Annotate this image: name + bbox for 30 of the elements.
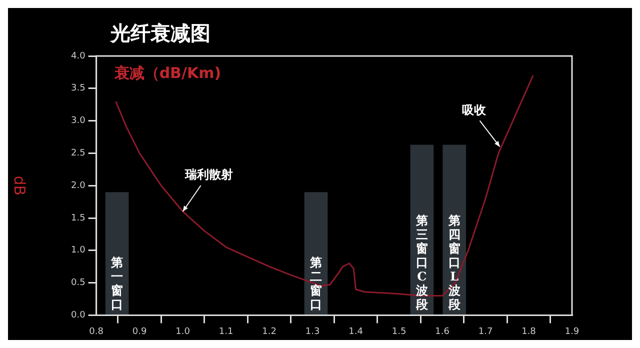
series-label: 衰减（dB/Km) [113, 64, 222, 82]
data-label: 第三窗口 C波段 [414, 213, 429, 312]
x-tick-label: 1.1 [218, 326, 234, 337]
y-tick-label: 2.0 [70, 180, 86, 191]
data-label: 第一窗口 [110, 255, 124, 312]
y-tick-label: 1.0 [70, 246, 86, 256]
annotation: 吸收 [462, 102, 487, 117]
annotation: 瑞利散射 [184, 168, 233, 182]
y-tick-label: 3.0 [70, 116, 86, 126]
data-label: 第二窗口 [308, 255, 322, 312]
x-tick-label: 1.8 [522, 326, 536, 337]
x-tick-label: 0.8 [89, 326, 104, 337]
y-tick-label: 1.5 [70, 213, 86, 224]
y-tick-label: 2.5 [70, 148, 86, 159]
x-tick-label: 1.2 [262, 326, 276, 337]
y-tick-label: 3.5 [70, 84, 86, 94]
x-tick-label: 1.5 [392, 326, 406, 337]
y-tick-label: 4.0 [70, 51, 86, 62]
x-tick-label: 1.4 [348, 326, 364, 337]
x-tick-label: 1.9 [564, 326, 580, 337]
x-tick-label: 1.7 [478, 326, 493, 337]
x-tick-label: 1.6 [435, 326, 450, 337]
chart-title: 光纤衰减图 [109, 21, 210, 45]
y-tick-label: 0.5 [70, 278, 86, 288]
y-axis-title: dB [10, 176, 28, 196]
x-tick-label: 1.0 [176, 326, 190, 337]
y-tick-label: 0.0 [70, 310, 86, 321]
x-tick-label: 0.9 [132, 326, 147, 337]
data-label: 第四窗口 L波段 [447, 213, 462, 312]
x-tick-label: 1.3 [305, 326, 320, 337]
